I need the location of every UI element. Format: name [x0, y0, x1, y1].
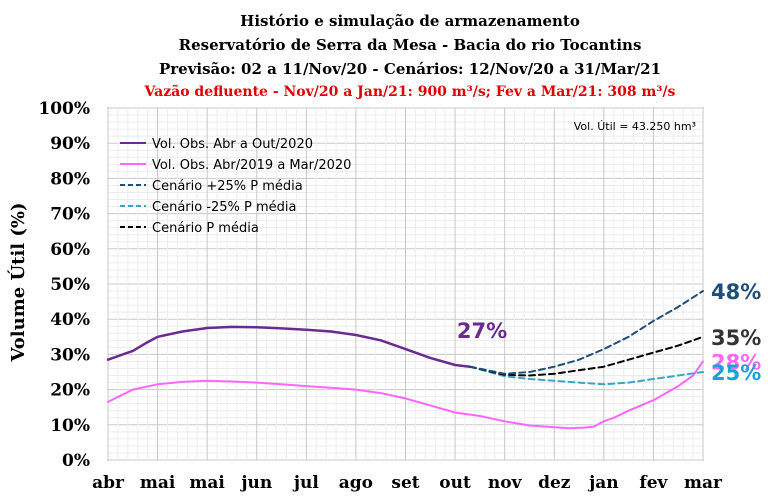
x-tick-label: mai	[140, 473, 176, 493]
legend: Vol. Obs. Abr a Out/2020 Vol. Obs. Abr/20…	[120, 137, 351, 236]
end-label-0: 48%	[711, 280, 761, 304]
x-tick-label: jul	[292, 473, 320, 493]
series-line-3	[469, 365, 704, 386]
x-tick-label: nov	[488, 473, 523, 493]
y-tick-label: 100%	[38, 99, 90, 119]
annotation-27-percent: 27%	[457, 319, 507, 343]
end-label-1: 35%	[711, 326, 761, 350]
y-axis: 0% 10% 20% 30% 40% 50% 60% 70% 80% 90% 100%	[38, 99, 90, 471]
y-tick-label: 0%	[62, 451, 90, 471]
end-label-2: 28%	[711, 350, 761, 374]
legend-label-4: Cenário P média	[152, 221, 259, 236]
legend-label-1: Vol. Obs. Abr/2019 a Mar/2020	[152, 158, 351, 173]
y-tick-label: 80%	[50, 169, 90, 189]
series-line-2	[469, 290, 704, 375]
series-line-1	[107, 360, 704, 430]
y-tick-label: 90%	[50, 134, 90, 154]
chart-title-line-3: Previsão: 02 a 11/Nov/20 - Cenários: 12/…	[159, 60, 661, 78]
x-tick-label: fev	[639, 473, 668, 493]
y-tick-label: 50%	[50, 275, 90, 295]
x-axis: abr mai mai jun jul ago set out nov dez jan fev mar	[92, 473, 723, 493]
y-tick-label: 40%	[50, 310, 90, 330]
end-labels: 48% 35%28%25%	[711, 280, 761, 385]
x-tick-label: out	[439, 473, 471, 493]
chart-title-line-1: Histório e simulação de armazenamento	[240, 12, 580, 30]
x-tick-label: mar	[684, 473, 723, 493]
legend-label-0: Vol. Obs. Abr a Out/2020	[152, 137, 313, 152]
x-tick-label: mai	[189, 473, 225, 493]
y-axis-label: Volume Útil (%)	[6, 202, 29, 362]
series-line-4	[469, 335, 704, 377]
x-tick-label: abr	[92, 473, 125, 493]
x-tick-label: jan	[587, 473, 619, 493]
y-tick-label: 30%	[50, 345, 90, 365]
series-group	[106, 290, 704, 430]
x-tick-label: jun	[239, 473, 272, 493]
end-label-3: 25%	[711, 361, 761, 385]
grid-lines	[107, 107, 704, 461]
series-line-0	[106, 325, 472, 368]
chart-title-line-2: Reservatório de Serra da Mesa - Bacia do…	[179, 36, 642, 54]
legend-label-2: Cenário +25% P média	[152, 179, 303, 194]
y-tick-label: 20%	[50, 381, 90, 401]
legend-label-3: Cenário -25% P média	[152, 200, 297, 215]
x-tick-label: ago	[339, 473, 373, 493]
x-tick-label: dez	[538, 473, 571, 493]
y-tick-label: 10%	[50, 416, 90, 436]
y-tick-label: 70%	[50, 205, 90, 225]
vol-util-note: Vol. Útil = 43.250 hm³	[574, 120, 696, 133]
y-tick-label: 60%	[50, 240, 90, 260]
x-tick-label: set	[391, 473, 419, 493]
chart-subtitle: Vazão defluente - Nov/20 a Jan/21: 900 m…	[144, 83, 676, 100]
